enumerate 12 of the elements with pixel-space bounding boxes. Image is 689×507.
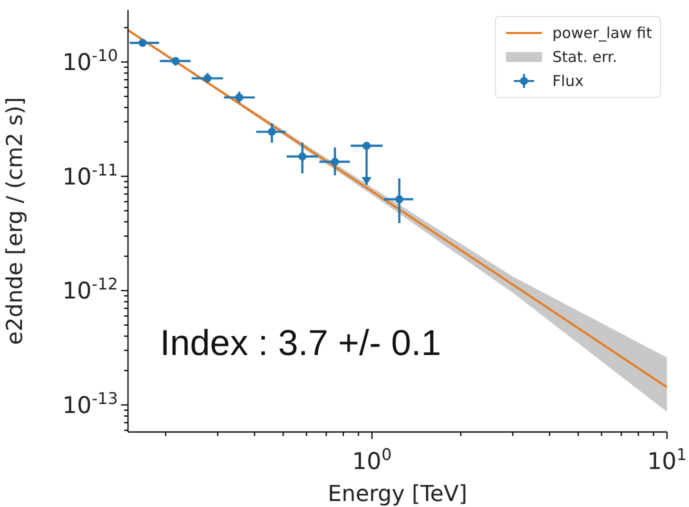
y-tick-label: 10$^{-10}$: [62, 46, 118, 76]
y-tick-label: 10$^{-12}$: [62, 274, 118, 305]
x-tick-label: 10$^{1}$: [647, 444, 687, 475]
x-tick-label: 10$^{0}$: [352, 444, 392, 475]
y-tick-label: 10$^{-11}$: [62, 160, 118, 190]
legend-label: power_law fit: [552, 24, 652, 42]
annotation: Index : 3.7 +/- 0.1: [160, 322, 442, 364]
y-axis-title: e2dnde [erg / (cm2 s)]: [2, 97, 28, 345]
legend-label: Stat. err.: [552, 48, 618, 66]
y-tick-label: 10$^{-13}$: [62, 388, 118, 419]
legend-label: Flux: [552, 72, 584, 90]
x-axis-title: Energy [TeV]: [328, 482, 468, 507]
